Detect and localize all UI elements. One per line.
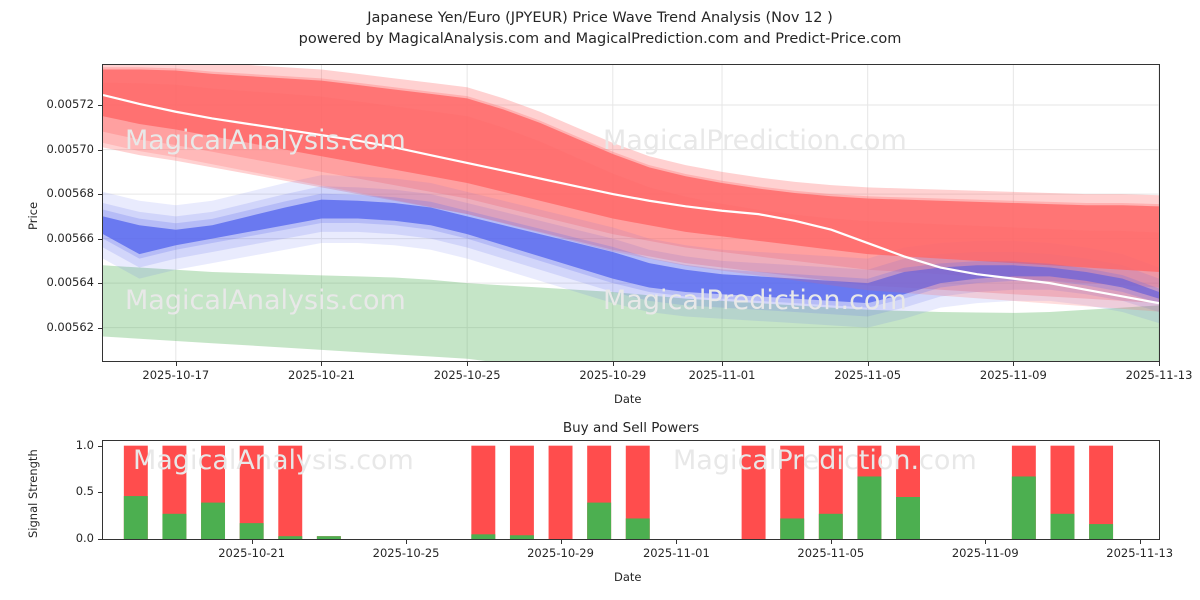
price-x-tick: 2025-11-01	[688, 368, 756, 382]
price-x-tick: 2025-10-21	[288, 368, 355, 382]
price-wave-plot	[103, 65, 1159, 361]
tick-mark	[830, 540, 832, 544]
tick-mark	[1139, 540, 1141, 544]
signal-chart-title: Buy and Sell Powers	[562, 420, 700, 436]
price-x-tick: 2025-11-09	[979, 368, 1047, 382]
tick-mark	[98, 238, 102, 240]
signal-y-tick: 0.0	[75, 531, 94, 545]
price-y-tick: 0.00572	[46, 97, 94, 112]
tick-mark	[676, 540, 678, 544]
tick-mark	[560, 540, 562, 544]
signal-x-tick: 2025-10-21	[218, 546, 286, 560]
price-x-tick: 2025-11-13	[1125, 368, 1193, 382]
price-x-tick: 2025-11-05	[834, 368, 902, 382]
buy-sell-powers-chart: MagicalAnalysis.com MagicalPrediction.co…	[102, 440, 1160, 540]
tick-mark	[175, 362, 177, 366]
tick-mark	[1159, 362, 1160, 366]
signal-x-tick: 2025-11-01	[642, 546, 710, 560]
price-x-tick: 2025-10-25	[433, 368, 501, 382]
price-x-tick: 2025-10-17	[142, 368, 210, 382]
price-y-tick: 0.00570	[46, 141, 94, 156]
tick-mark	[612, 362, 614, 366]
tick-mark	[98, 105, 102, 107]
signal-x-tick: 2025-11-09	[951, 546, 1019, 560]
signal-x-axis-label: Date	[614, 570, 642, 584]
price-x-tick: 2025-10-29	[579, 368, 647, 382]
tick-mark	[321, 362, 323, 366]
signal-y-axis-label: Signal Strength	[26, 449, 40, 538]
price-y-tick: 0.00564	[46, 275, 94, 290]
tick-mark	[98, 327, 102, 329]
price-x-axis-label: Date	[614, 392, 642, 406]
tick-mark	[98, 492, 102, 494]
price-y-axis-label: Price	[26, 201, 40, 230]
signal-y-tick: 0.5	[75, 484, 94, 499]
price-y-tick: 0.00568	[46, 186, 94, 201]
tick-mark	[406, 540, 408, 544]
signal-x-tick: 2025-10-29	[527, 546, 594, 560]
tick-mark	[722, 362, 724, 366]
tick-mark	[98, 149, 102, 151]
signal-x-tick: 2025-11-13	[1106, 546, 1174, 560]
tick-mark	[98, 445, 102, 447]
tick-mark	[867, 362, 869, 366]
tick-mark	[1013, 362, 1015, 366]
page-subtitle: powered by MagicalAnalysis.com and Magic…	[298, 31, 902, 47]
signal-y-tick: 1.0	[75, 437, 94, 452]
tick-mark	[98, 194, 102, 196]
price-y-tick: 0.00562	[46, 319, 94, 334]
tick-mark	[98, 539, 102, 540]
signal-x-tick: 2025-11-05	[797, 546, 865, 560]
tick-mark	[251, 540, 253, 544]
signal-x-tick: 2025-10-25	[372, 546, 440, 560]
tick-mark	[985, 540, 987, 544]
buy-sell-plot	[123, 445, 1114, 539]
page-title: Japanese Yen/Euro (JPYEUR) Price Wave Tr…	[367, 10, 833, 26]
price-wave-chart: MagicalAnalysis.com MagicalPrediction.co…	[102, 64, 1160, 362]
tick-mark	[467, 362, 469, 366]
price-y-tick: 0.00566	[46, 230, 94, 245]
tick-mark	[98, 283, 102, 285]
